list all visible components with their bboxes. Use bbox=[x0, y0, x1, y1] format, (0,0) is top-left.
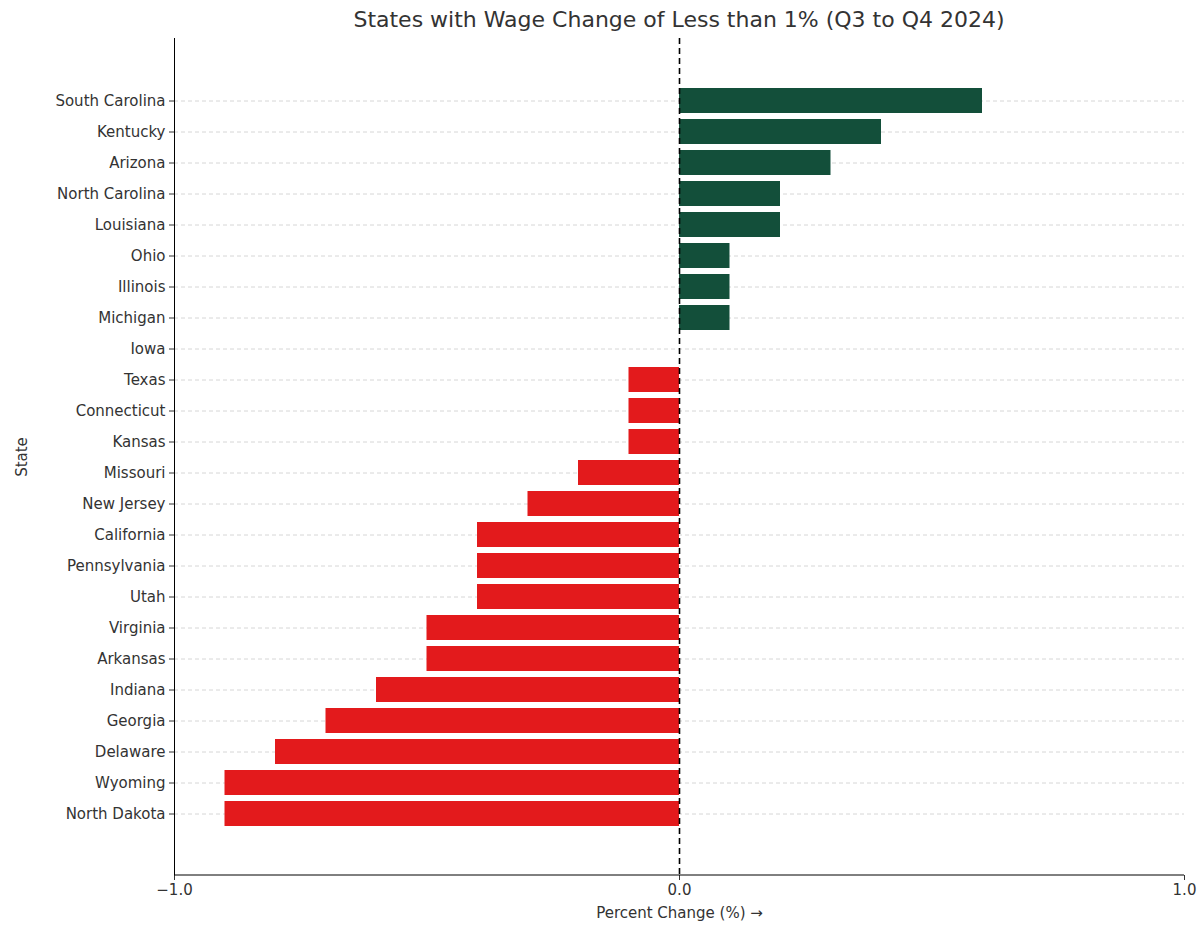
svg-text:Kansas: Kansas bbox=[112, 433, 165, 451]
svg-text:North Dakota: North Dakota bbox=[66, 805, 166, 823]
svg-text:Indiana: Indiana bbox=[110, 681, 166, 699]
svg-text:Wyoming: Wyoming bbox=[95, 774, 165, 792]
svg-text:Missouri: Missouri bbox=[104, 464, 166, 482]
svg-text:Louisiana: Louisiana bbox=[95, 216, 166, 234]
svg-text:South Carolina: South Carolina bbox=[55, 92, 165, 110]
svg-text:1.0: 1.0 bbox=[1173, 881, 1197, 899]
svg-text:Texas: Texas bbox=[123, 371, 166, 389]
html-text:States with Wage Change of Les: States with Wage Change of Less than 1% … bbox=[353, 7, 1005, 32]
svg-text:Connecticut: Connecticut bbox=[76, 402, 166, 420]
svg-text:Percent Change (%) →: Percent Change (%) → bbox=[596, 904, 763, 922]
svg-text:Arizona: Arizona bbox=[109, 154, 165, 172]
svg-text:Kentucky: Kentucky bbox=[97, 123, 166, 141]
svg-text:Illinois: Illinois bbox=[118, 278, 166, 296]
svg-text:Delaware: Delaware bbox=[95, 743, 166, 761]
svg-text:Georgia: Georgia bbox=[107, 712, 166, 730]
svg-text:Ohio: Ohio bbox=[131, 247, 166, 265]
svg-text:New Jersey: New Jersey bbox=[82, 495, 165, 513]
svg-text:Pennsylvania: Pennsylvania bbox=[67, 557, 166, 575]
svg-text:North Carolina: North Carolina bbox=[57, 185, 165, 203]
svg-text:0.0: 0.0 bbox=[668, 881, 692, 899]
svg-text:Iowa: Iowa bbox=[130, 340, 165, 358]
svg-text:Arkansas: Arkansas bbox=[97, 650, 166, 668]
svg-text:Utah: Utah bbox=[130, 588, 166, 606]
svg-text:California: California bbox=[94, 526, 165, 544]
svg-text:Michigan: Michigan bbox=[98, 309, 165, 327]
svg-text:State: State bbox=[13, 437, 31, 477]
svg-text:Virginia: Virginia bbox=[109, 619, 166, 637]
svg-text:−1.0: −1.0 bbox=[156, 881, 192, 899]
